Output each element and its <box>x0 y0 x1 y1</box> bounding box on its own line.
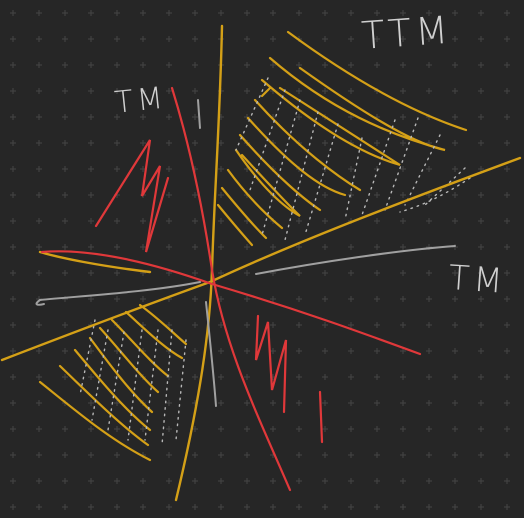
ttm-label: TTM <box>360 7 454 58</box>
red-lines <box>40 86 422 492</box>
tm-label-right: TM <box>447 258 508 302</box>
tm-label-left: TM <box>113 80 169 121</box>
dotted-guides <box>79 77 471 446</box>
upper-right-hatching <box>216 30 468 247</box>
gray-lines <box>35 99 456 407</box>
lower-left-hatching <box>38 303 188 462</box>
